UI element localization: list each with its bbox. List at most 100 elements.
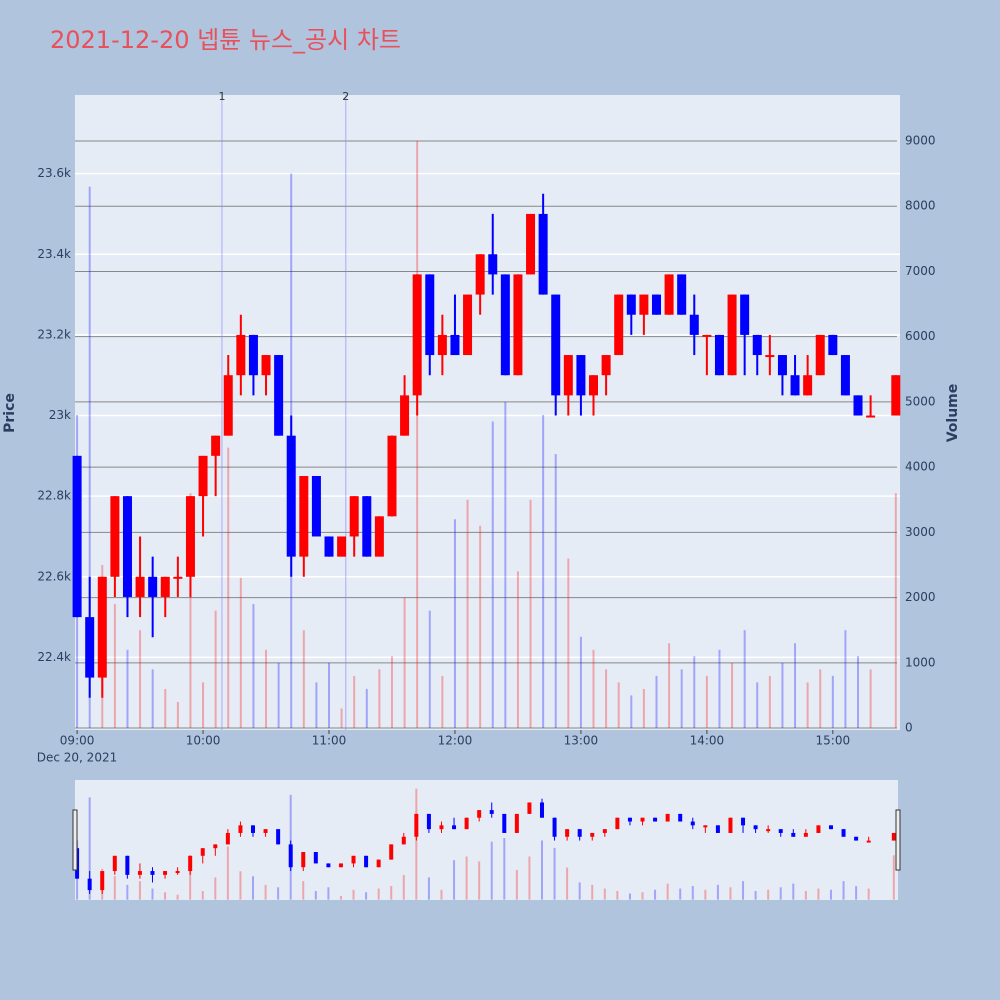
slider-candle-body	[276, 829, 281, 845]
y2-axis-title: Volume	[945, 384, 961, 443]
slider-volume-bar	[892, 855, 895, 900]
slider-candle-body	[728, 817, 733, 833]
volume-bar	[504, 401, 507, 729]
slider-volume-bar	[453, 860, 456, 900]
candle-body	[412, 274, 422, 396]
candle-body	[135, 576, 145, 597]
slider-candle-body	[238, 825, 243, 833]
slider-volume-bar	[742, 881, 745, 900]
candle-body	[702, 334, 712, 337]
volume-bar	[189, 493, 192, 729]
slider-candle-body	[539, 802, 544, 818]
slider-candle-body	[841, 829, 846, 837]
volume-bar	[265, 649, 268, 729]
slider-volume-bar	[855, 886, 858, 900]
candle-body	[777, 355, 787, 376]
y2-tick-label: 3000	[905, 525, 936, 539]
slider-candle-body	[137, 871, 142, 875]
candle-body	[173, 576, 183, 579]
slider-candle-body	[464, 817, 469, 830]
volume-bar	[390, 656, 393, 729]
volume-bar	[252, 604, 255, 729]
candle-body	[211, 435, 221, 456]
slider-candle-body	[213, 844, 218, 849]
slider-candle-body	[753, 825, 758, 830]
slider-candle-body	[803, 832, 808, 837]
slider-volume-bar	[792, 883, 795, 900]
slider-volume-bar	[515, 870, 518, 900]
candle-body	[248, 334, 258, 376]
x-tick-label: 12:00	[438, 734, 473, 748]
slider-candle-body	[690, 821, 695, 826]
slider-candle-body	[200, 848, 205, 856]
y-tick-label: 23k	[49, 408, 71, 422]
slider-candle-body	[150, 871, 155, 875]
slider-candle-body	[125, 855, 130, 875]
slider-volume-bar	[264, 884, 267, 900]
slider-candle-body	[828, 825, 833, 830]
slider-candle-body	[87, 878, 92, 891]
volume-bar	[655, 675, 658, 729]
candle-body	[601, 355, 611, 376]
slider-volume-bar	[88, 797, 91, 900]
volume-bar	[491, 421, 494, 729]
y2-tick-label: 6000	[905, 329, 936, 343]
slider-candle-body	[401, 836, 406, 845]
slider-candle-body	[288, 844, 293, 868]
candle-body	[513, 274, 523, 376]
candle-body	[362, 496, 372, 557]
slider-handle[interactable]	[895, 809, 901, 871]
volume-bar	[88, 186, 91, 729]
slider-candle-body	[527, 802, 532, 814]
volume-bar	[819, 669, 822, 729]
slider-candle-body	[577, 829, 582, 837]
slider-candle-body	[175, 871, 180, 874]
slider-candle-body	[678, 813, 683, 822]
candle-body	[311, 476, 321, 537]
slider-candle-body	[627, 817, 632, 822]
candle-body	[374, 516, 384, 557]
volume-bar	[378, 669, 381, 729]
slider-volume-bar	[829, 889, 832, 900]
candle-body	[526, 213, 536, 275]
slider-volume-bar	[327, 887, 330, 900]
slider-volume-bar	[603, 888, 606, 900]
candle-body	[563, 355, 573, 396]
candle-body	[488, 254, 498, 275]
slider-volume-bar	[314, 891, 317, 900]
slider-candle-body	[741, 817, 746, 826]
slider-candle-body	[514, 813, 519, 833]
candle-body	[500, 274, 510, 376]
slider-volume-bar	[339, 895, 342, 900]
candle-body	[765, 355, 775, 358]
slider-volume-bar	[591, 884, 594, 900]
candle-body	[677, 274, 687, 315]
slider-candle-body	[100, 871, 105, 891]
candle-body	[689, 314, 699, 335]
volume-bar	[844, 630, 847, 729]
slider-volume-bar	[365, 892, 368, 900]
volume-bar	[743, 630, 746, 729]
candle-body	[223, 375, 233, 436]
slider-candle-body	[326, 863, 331, 868]
volume-bar	[894, 493, 897, 729]
slider-candle-body	[602, 829, 607, 833]
candle-body	[110, 496, 120, 577]
slider-candle-body	[452, 825, 457, 830]
candle-body	[463, 294, 473, 356]
slider-candle-body	[615, 817, 620, 830]
slider-volume-bar	[189, 855, 192, 900]
y-axis-title: Price	[2, 393, 18, 433]
volume-bar	[630, 695, 633, 729]
volume-bar	[731, 662, 734, 729]
slider-candle-body	[188, 855, 193, 872]
x-tick-label: 14:00	[690, 734, 725, 748]
volume-bar	[214, 610, 217, 729]
slider-candle-body	[766, 829, 771, 832]
candle-body	[299, 476, 309, 557]
range-slider[interactable]	[75, 780, 898, 900]
volume-bar	[151, 669, 154, 729]
slider-handle[interactable]	[72, 809, 78, 871]
slider-candle-body	[489, 810, 494, 814]
slider-volume-bar	[754, 891, 757, 900]
